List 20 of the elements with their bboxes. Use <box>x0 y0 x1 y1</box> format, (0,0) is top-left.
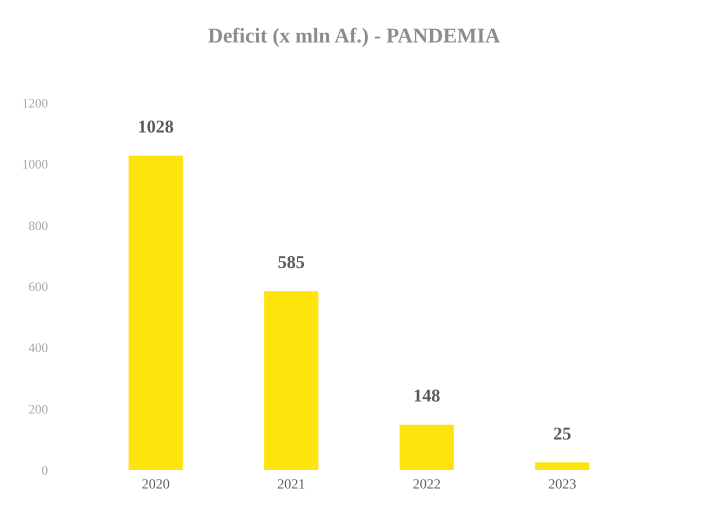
bar <box>128 156 183 470</box>
x-tick-label: 2021 <box>277 478 306 492</box>
chart-title: Deficit (x mln Af.) - PANDEMIA <box>208 24 502 48</box>
bar <box>264 291 318 470</box>
y-tick-label: 1200 <box>22 96 48 110</box>
y-tick-label: 200 <box>28 401 48 416</box>
y-tick-label: 1000 <box>22 156 48 172</box>
x-tick-label: 2023 <box>548 478 576 492</box>
data-label: 1028 <box>138 116 174 137</box>
x-tick-label: 2022 <box>412 478 441 492</box>
data-label: 585 <box>278 252 305 272</box>
x-tick-label: 2020 <box>142 478 170 492</box>
y-tick-label: 400 <box>28 340 48 356</box>
bar <box>535 462 590 470</box>
data-label: 25 <box>553 423 572 444</box>
bar <box>400 424 454 470</box>
y-tick-label: 600 <box>28 279 48 294</box>
data-label: 148 <box>413 386 440 406</box>
y-tick-label: 0 <box>42 462 48 478</box>
y-tick-label: 800 <box>28 218 48 233</box>
